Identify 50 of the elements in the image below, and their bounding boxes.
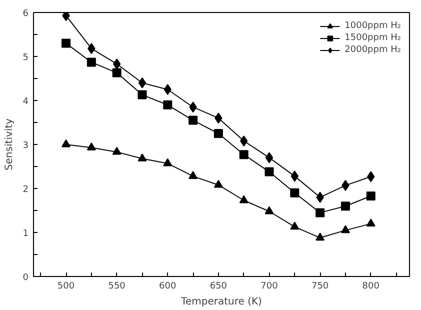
point	[290, 222, 300, 230]
x-tick-label: 550	[108, 282, 126, 292]
y-axis-title: Sensitivity	[4, 118, 15, 171]
point	[188, 116, 198, 125]
point	[316, 208, 325, 218]
legend-label: 2000ppm H₂	[344, 44, 401, 56]
point	[239, 150, 248, 160]
point	[316, 232, 325, 241]
point	[86, 58, 96, 67]
point	[62, 12, 70, 22]
point	[112, 68, 122, 78]
point	[112, 58, 121, 70]
point	[366, 218, 376, 227]
point	[214, 129, 223, 138]
x-tick-label: 700	[260, 282, 278, 292]
y-tick-label: 5	[22, 53, 29, 63]
point	[62, 38, 71, 48]
point	[138, 77, 146, 88]
x-tick-label: 750	[311, 282, 329, 292]
point	[265, 152, 274, 164]
y-tick-label: 1	[22, 229, 29, 239]
point	[214, 180, 223, 188]
x-tick-label: 500	[57, 282, 75, 292]
y-tick-label: 6	[22, 9, 29, 19]
point	[366, 191, 376, 200]
point	[164, 84, 172, 95]
point	[290, 188, 300, 198]
x-axis-title: Temperature (K)	[180, 296, 262, 308]
point	[62, 139, 71, 148]
point	[138, 90, 147, 100]
point	[163, 100, 172, 110]
point	[264, 167, 274, 176]
x-tick-label: 800	[362, 282, 380, 292]
y-tick-label: 4	[22, 97, 29, 107]
x-tick-label: 600	[159, 282, 177, 292]
point	[86, 142, 96, 150]
y-tick-label: 2	[22, 185, 29, 195]
point	[112, 146, 122, 155]
point	[138, 153, 147, 162]
point	[163, 158, 172, 166]
y-tick-label: 3	[22, 141, 29, 151]
x-tick-label: 650	[210, 282, 228, 292]
point	[340, 202, 350, 211]
y-tick-label: 0	[22, 273, 29, 283]
point	[239, 195, 248, 204]
point	[340, 225, 350, 234]
point	[264, 206, 274, 214]
point	[188, 171, 198, 179]
legend-label: 1500ppm H₂	[344, 32, 401, 44]
legend-label: 1000ppm H₂	[344, 20, 401, 32]
